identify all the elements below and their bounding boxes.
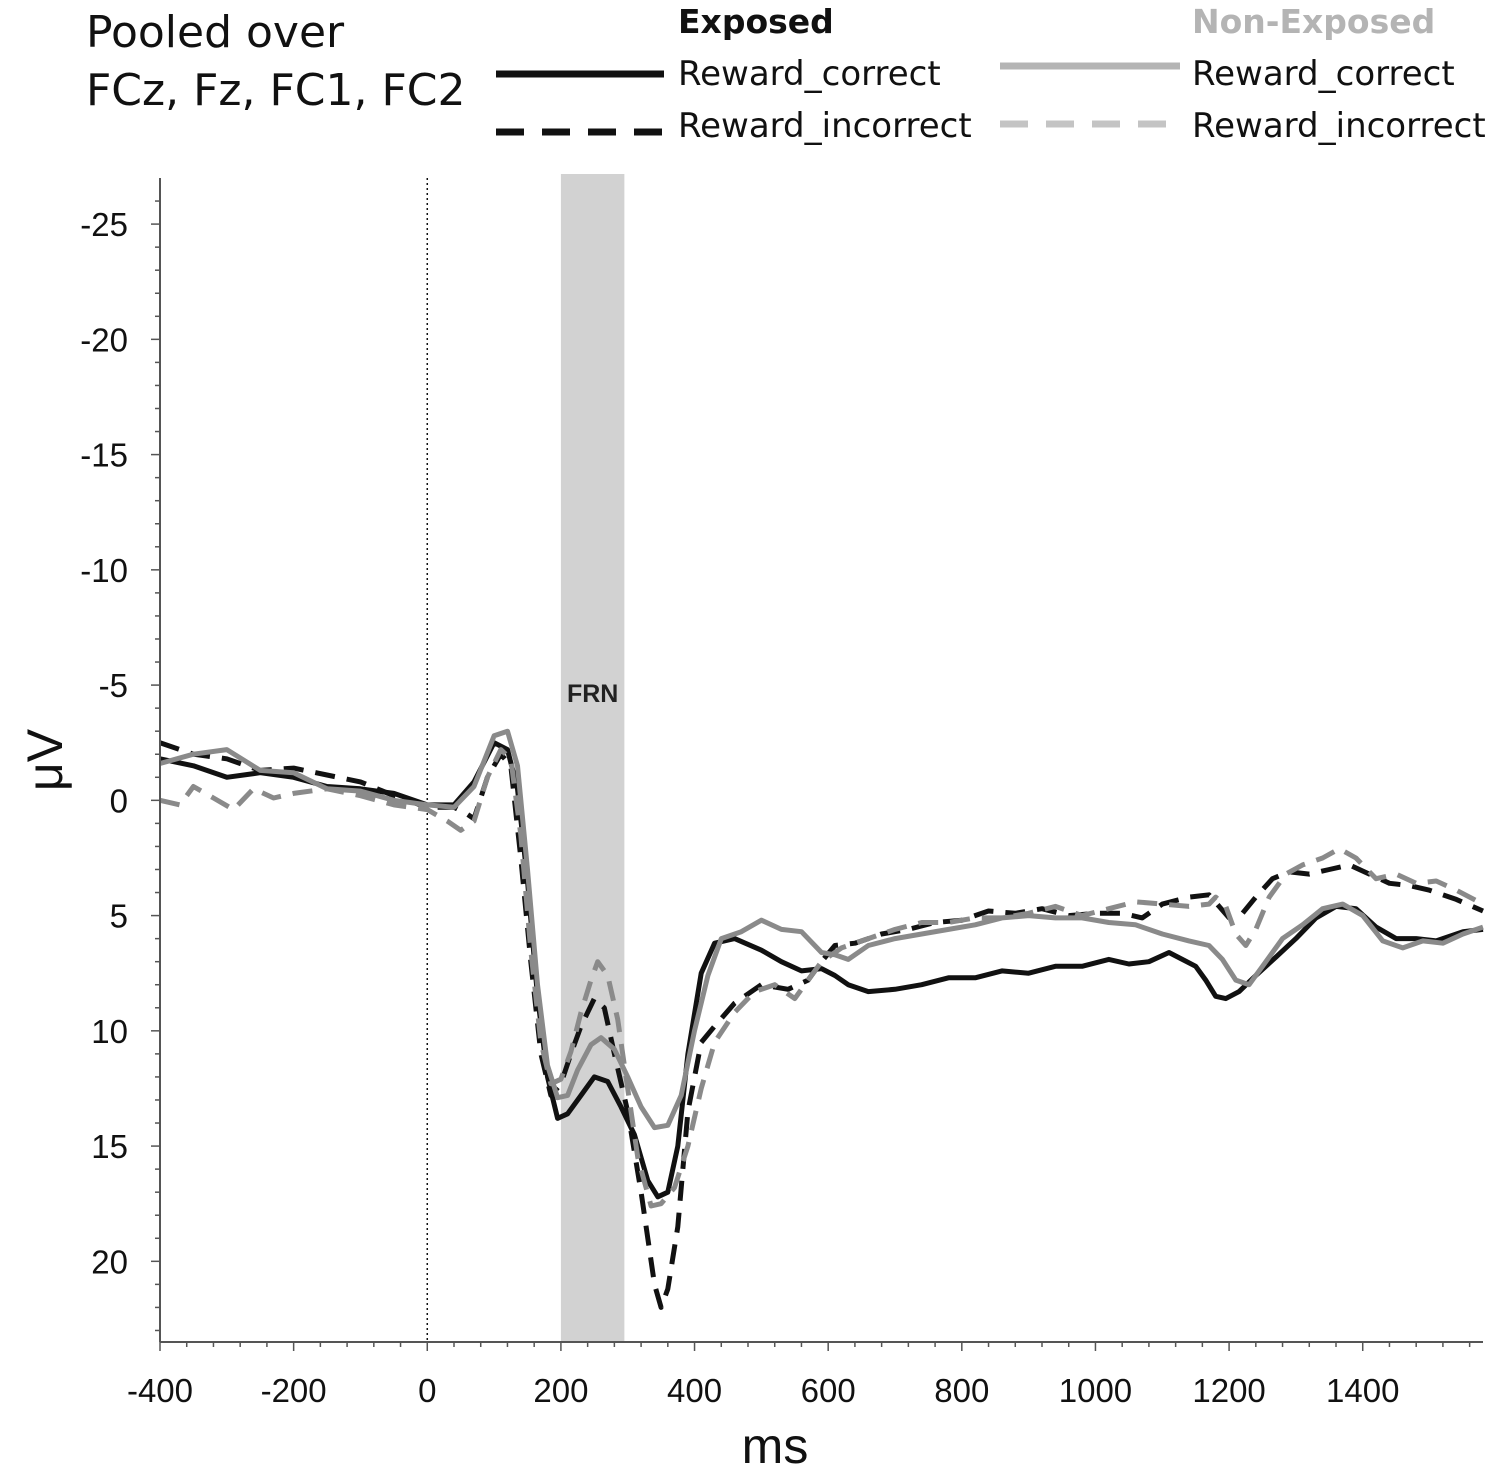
x-tick-label: 1000: [1059, 1372, 1132, 1409]
y-tick-label: -5: [99, 667, 128, 704]
x-tick-label: 1200: [1192, 1372, 1265, 1409]
series-exposed-reward-incorrect: [159, 740, 1484, 1310]
x-tick-label: -200: [261, 1372, 327, 1409]
x-tick-label: 1400: [1326, 1372, 1399, 1409]
legend-label-nonexposed-correct: Reward_correct: [1192, 54, 1455, 94]
title-line-1: Pooled over: [86, 7, 345, 58]
y-tick-label: -10: [80, 552, 128, 589]
title-line-2: FCz, Fz, FC1, FC2: [86, 65, 466, 116]
frn-shaded-region: [560, 174, 625, 1342]
x-tick-label: 600: [801, 1372, 856, 1409]
x-axis-title: ms: [742, 1418, 809, 1474]
legend-label-exposed-correct: Reward_correct: [678, 54, 941, 94]
x-tick-label: -400: [127, 1372, 193, 1409]
y-tick-label: 0: [110, 782, 128, 819]
x-tick-label: 0: [418, 1372, 436, 1409]
y-tick-label: -15: [80, 437, 128, 474]
frn-label: FRN: [567, 680, 618, 708]
y-tick-label: 15: [91, 1128, 128, 1165]
series-non-exposed-reward-correct: [159, 728, 1484, 1131]
series-exposed-reward-correct: [159, 740, 1484, 1200]
x-tick-label: 400: [667, 1372, 722, 1409]
legend-group-exposed: Exposed: [678, 2, 834, 41]
y-axis-title: μV: [17, 728, 73, 791]
y-tick-label: -20: [80, 321, 128, 358]
legend-label-exposed-incorrect: Reward_incorrect: [678, 106, 972, 146]
x-tick-label: 800: [934, 1372, 989, 1409]
x-tick-label: 200: [533, 1372, 588, 1409]
y-tick-label: 20: [91, 1243, 128, 1280]
series-non-exposed-reward-incorrect: [159, 747, 1485, 1209]
y-tick-label: 5: [110, 898, 128, 935]
chart-title: Pooled over FCz, Fz, FC1, FC2: [86, 4, 466, 120]
legend-label-nonexposed-incorrect: Reward_incorrect: [1192, 106, 1486, 146]
y-tick-label: 10: [91, 1013, 128, 1050]
y-tick-label: -25: [80, 206, 128, 243]
legend-group-non-exposed: Non-Exposed: [1192, 2, 1436, 41]
